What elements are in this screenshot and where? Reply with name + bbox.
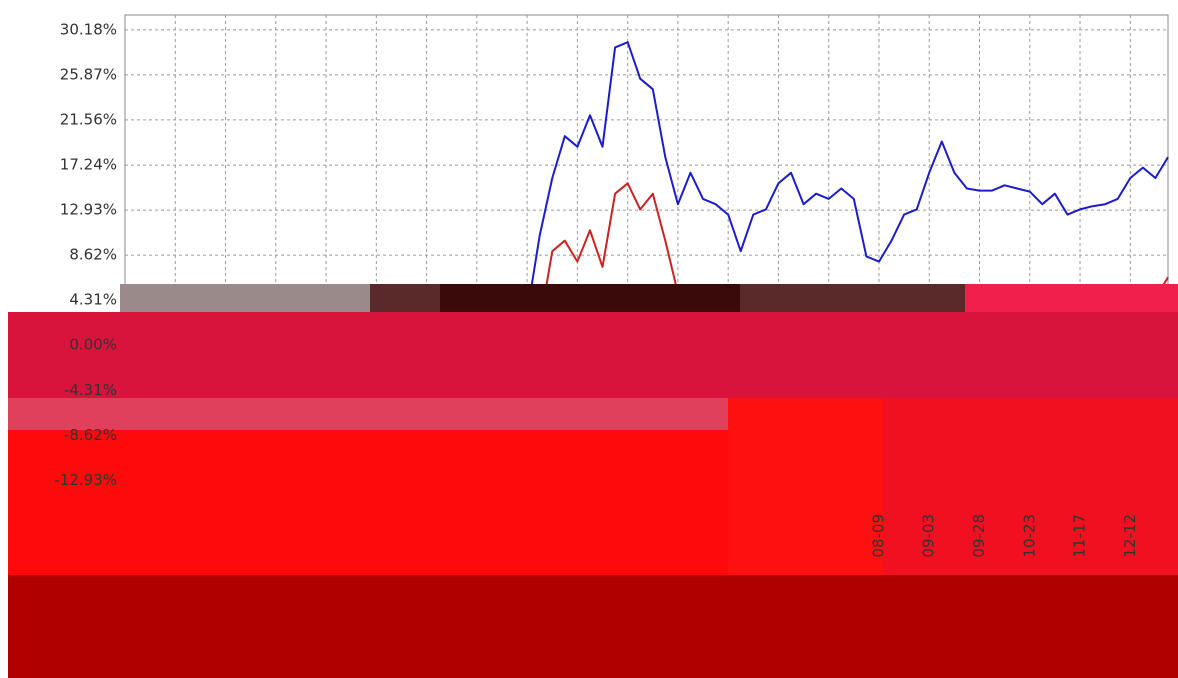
x-tick-label: 09-28: [970, 514, 988, 558]
y-tick-label: 12.93%: [60, 201, 117, 219]
x-tick-label: 08-09: [869, 514, 887, 558]
data-line: [526, 41, 1169, 315]
y-tick-label: -4.31%: [64, 381, 117, 399]
y-tick-label: 4.31%: [69, 291, 117, 309]
y-tick-label: 21.56%: [60, 110, 117, 128]
render-artifact: [8, 284, 1178, 678]
x-tick-label: 09-03: [920, 514, 938, 558]
y-tick-label: 17.24%: [60, 156, 117, 174]
y-tick-label: -12.93%: [54, 471, 117, 489]
y-tick-label: 8.62%: [69, 246, 117, 264]
x-tick-label: 12-12: [1121, 514, 1139, 558]
y-tick-label: 0.00%: [69, 336, 117, 354]
y-tick-label: 30.18%: [60, 20, 117, 38]
x-tick-label: 11-17: [1071, 514, 1089, 558]
y-tick-label: -8.62%: [64, 426, 117, 444]
x-tick-label: 10-23: [1020, 514, 1038, 558]
y-tick-label: 25.87%: [60, 65, 117, 83]
axis-labels: 30.18% 25.87% 21.56% 17.24% 12.93% 8.62% 4.31%…: [54, 20, 1138, 557]
